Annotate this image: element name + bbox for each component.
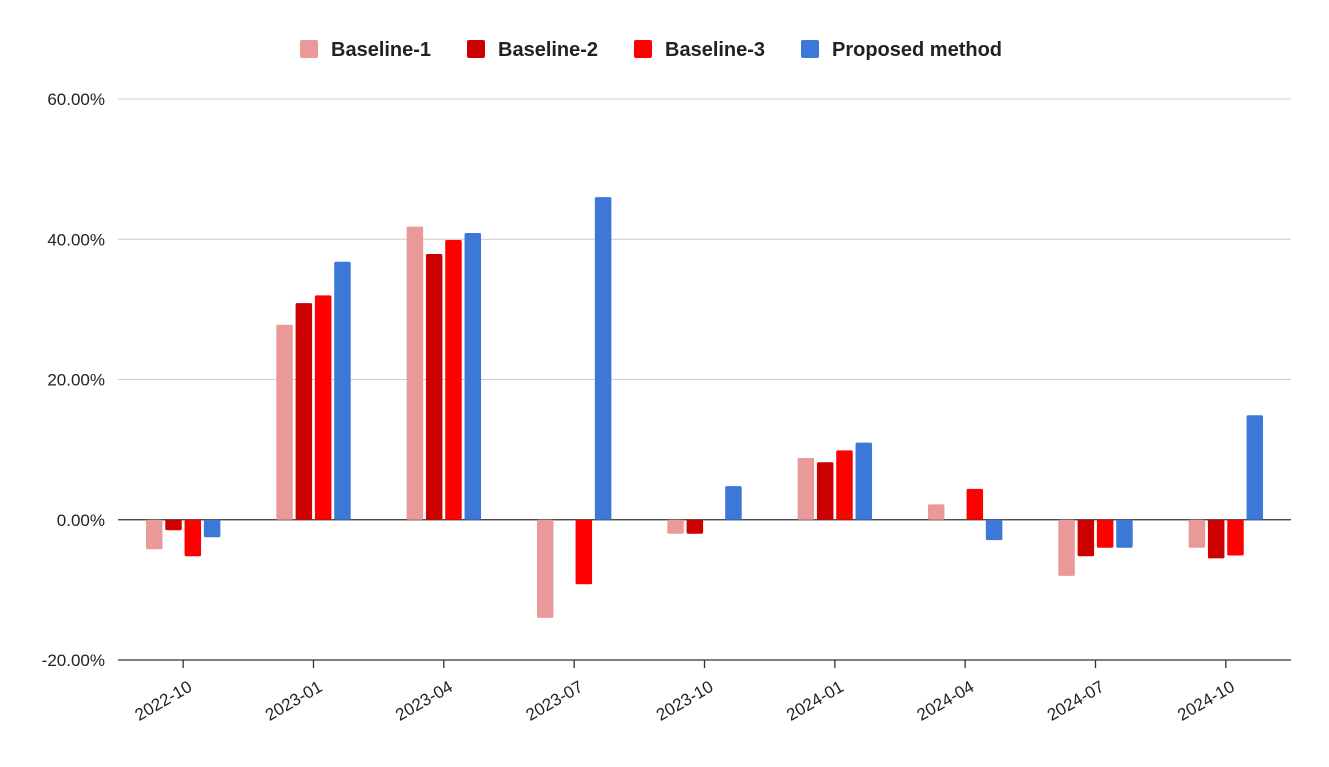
bar-baseline-1: [667, 519, 684, 534]
x-tick-label: 2023-01: [262, 677, 326, 725]
bar-baseline-1: [276, 324, 293, 520]
bar-proposed-method: [1246, 415, 1264, 520]
x-tick-label: 2024-01: [783, 677, 847, 725]
x-tick-label: 2024-07: [1044, 677, 1108, 725]
bar-baseline-1: [797, 458, 815, 520]
legend-swatch-proposed-method: [801, 40, 819, 58]
bar-baseline-2: [1077, 519, 1095, 557]
bar-baseline-3: [575, 519, 593, 585]
bar-proposed-method: [855, 442, 873, 520]
bar-baseline-1: [145, 519, 163, 550]
bar-proposed-method: [1116, 519, 1133, 548]
bar-baseline-2: [686, 519, 704, 534]
y-tick-label: 20.00%: [47, 371, 105, 390]
legend-swatch-baseline-2: [467, 40, 485, 58]
legend-label: Baseline-2: [498, 39, 598, 61]
legend-label: Baseline-3: [665, 39, 765, 61]
bar-proposed-method: [594, 197, 612, 520]
y-tick-label: 60.00%: [47, 90, 105, 109]
bar-baseline-3: [836, 450, 853, 520]
bar-baseline-1: [536, 519, 554, 618]
y-tick-label: 40.00%: [47, 230, 105, 249]
bar-proposed-method: [203, 519, 221, 538]
bar-baseline-2: [1207, 519, 1225, 559]
bar-baseline-2: [425, 253, 443, 520]
bar-baseline-1: [1058, 519, 1075, 576]
bar-baseline-2: [295, 303, 313, 520]
bar-baseline-3: [445, 239, 462, 520]
y-tick-label: -20.00%: [42, 651, 105, 670]
bar-baseline-1: [927, 504, 945, 520]
x-tick-label: 2022-10: [132, 677, 196, 725]
x-tick-label: 2024-10: [1174, 677, 1238, 725]
bar-baseline-3: [314, 295, 332, 520]
y-tick-label: 0.00%: [57, 511, 105, 530]
x-tick-label: 2023-10: [653, 677, 717, 725]
bar-proposed-method: [464, 232, 482, 520]
bar-baseline-3: [1096, 519, 1114, 548]
bar-baseline-3: [184, 519, 202, 557]
bar-baseline-1: [1188, 519, 1206, 548]
bar-proposed-method: [985, 519, 1003, 541]
bar-baseline-1: [406, 226, 424, 520]
bar-baseline-3: [1227, 519, 1244, 556]
bar-proposed-method: [334, 261, 351, 520]
legend-label: Proposed method: [832, 39, 1002, 61]
x-tick-label: 2023-04: [392, 677, 456, 725]
x-tick-label: 2023-07: [523, 677, 587, 725]
bar-baseline-2: [165, 519, 182, 531]
bar-baseline-3: [966, 488, 984, 520]
bar-baseline-2: [816, 462, 834, 520]
legend-swatch-baseline-1: [300, 40, 318, 58]
legend-label: Baseline-1: [331, 39, 431, 61]
legend-swatch-baseline-3: [634, 40, 652, 58]
x-tick-label: 2024-04: [914, 677, 978, 725]
bar-proposed-method: [725, 486, 742, 520]
